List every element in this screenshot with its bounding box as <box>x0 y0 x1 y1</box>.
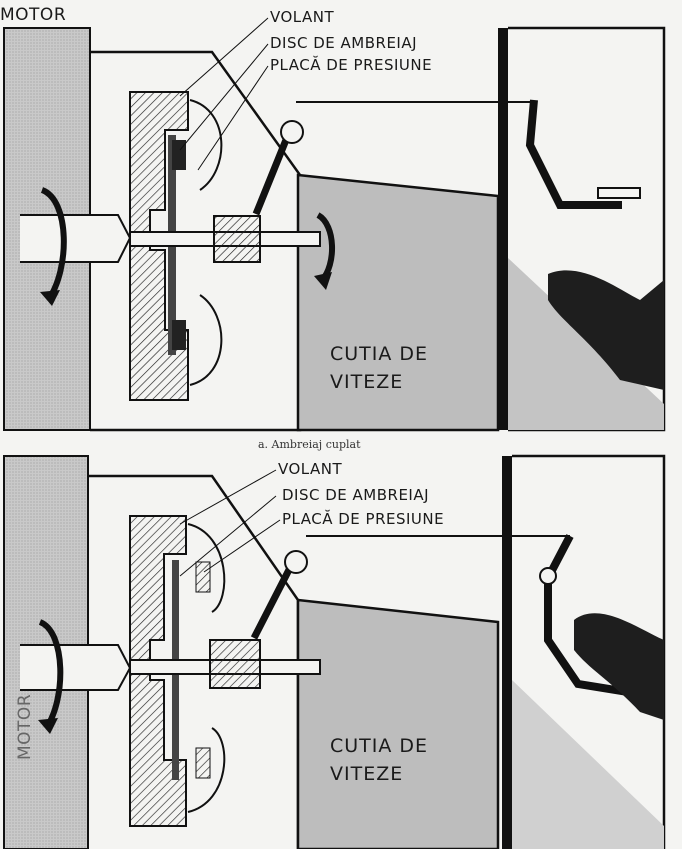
top-leader-volant <box>179 17 269 97</box>
bottom-floor <box>512 680 664 849</box>
top-gearbox-label-line1: CUTIA DE <box>330 343 428 365</box>
bottom-crankshaft <box>20 644 132 691</box>
top-floor <box>508 258 664 430</box>
top-firewall <box>498 28 508 430</box>
top-crankshaft <box>20 214 132 263</box>
top-gearbox-label-line2: VITEZE <box>330 371 403 393</box>
top-disc-lining-lower <box>172 320 186 350</box>
top-shaft-arrowhead-icon <box>314 272 332 290</box>
bottom-label-volant: VOLANT <box>278 460 342 478</box>
top-engine-arrowhead-icon <box>40 290 60 306</box>
bottom-label-plate: PLACĂ DE PRESIUNE <box>282 509 444 528</box>
top-label-disc: DISC DE AMBREIAJ <box>270 34 417 52</box>
top-disc-lining-upper <box>172 140 186 170</box>
top-panel: MOTOR CUTIA DE VITEZE <box>0 5 666 451</box>
bottom-fork-pivot <box>284 550 308 574</box>
top-engine-rotation-arrow-icon <box>40 187 67 302</box>
bottom-pressure-plate-lower <box>195 747 211 779</box>
bottom-pressure-spring-upper <box>187 523 226 613</box>
bottom-engine-rotation-arrow-icon <box>38 619 64 730</box>
top-label-volant: VOLANT <box>270 8 334 26</box>
top-engine-label: MOTOR <box>0 5 66 25</box>
top-release-fork <box>252 128 294 216</box>
bottom-foot-icon <box>574 613 664 720</box>
bottom-pressure-spring-lower <box>187 727 226 813</box>
top-release-bearing <box>213 215 261 263</box>
bottom-clutch-pedal <box>544 534 641 698</box>
top-pedal-pad <box>597 187 641 199</box>
bottom-pressure-plate-upper <box>195 561 211 593</box>
bottom-leader-volant <box>179 469 277 525</box>
bottom-gearbox <box>296 598 500 849</box>
bottom-engine-arrowhead-icon <box>38 718 58 734</box>
top-fork-pivot <box>280 120 304 144</box>
bottom-gearbox-label-line2: VITEZE <box>330 763 403 785</box>
top-label-plate: PLACĂ DE PRESIUNE <box>270 55 432 74</box>
top-caption: a. Ambreiaj cuplat <box>258 438 361 451</box>
top-foot-icon <box>548 270 664 390</box>
top-pressure-spring-upper <box>189 99 223 191</box>
top-leader-disc <box>179 43 269 151</box>
top-clutch-pedal <box>525 99 622 209</box>
bottom-flywheel <box>129 515 187 827</box>
top-leader-plate <box>197 65 269 171</box>
bottom-release-fork <box>250 558 298 640</box>
top-pressure-spring-lower <box>189 294 223 386</box>
bottom-leader-disc <box>179 495 277 577</box>
bottom-gearbox-label-line1: CUTIA DE <box>330 735 428 757</box>
bottom-panel: MOTOR CUTIA DE VITEZE <box>3 454 666 849</box>
bottom-firewall <box>502 456 512 849</box>
bottom-release-bearing <box>209 639 261 689</box>
bottom-leader-plate <box>203 519 281 573</box>
bottom-pedal-pivot <box>539 567 557 585</box>
bottom-engine-label: MOTOR <box>15 694 35 760</box>
top-flywheel <box>129 91 189 401</box>
bottom-label-disc: DISC DE AMBREIAJ <box>282 486 429 504</box>
